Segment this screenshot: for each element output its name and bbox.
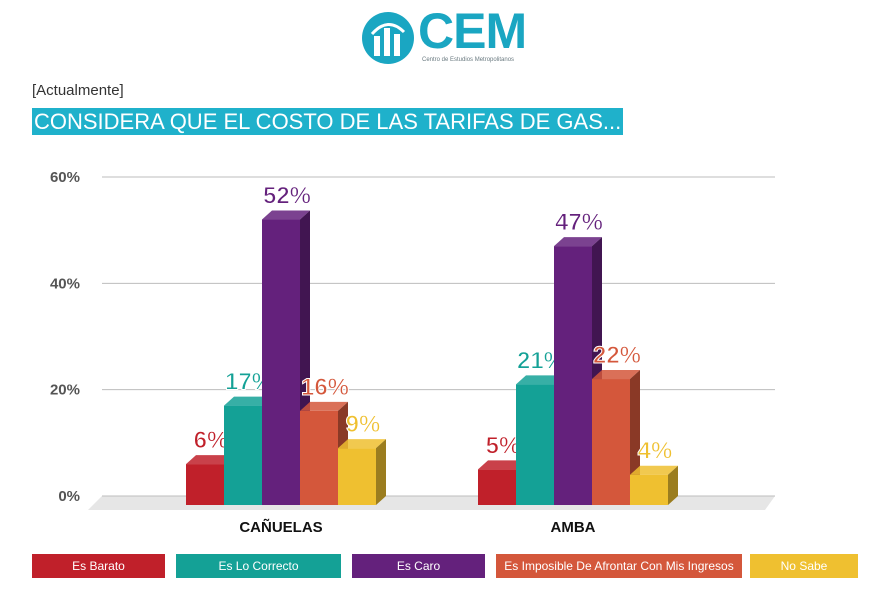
x-category-label: AMBA (551, 519, 596, 536)
data-label: 6% (194, 427, 229, 454)
data-label: 9% (346, 411, 381, 438)
period-tag: [Actualmente] (32, 82, 124, 99)
y-tick-label: 60% (50, 169, 80, 186)
data-label: 5% (486, 432, 521, 459)
y-tick-label: 0% (58, 488, 80, 505)
y-tick-label: 20% (50, 382, 80, 399)
cem-logo: CEM Centro de Estudios Metropolitanos (360, 3, 530, 68)
data-label: 4% (638, 438, 673, 465)
legend-item: Es Barato (32, 554, 165, 578)
bar-chart: 0%20%40%60%6%17%52%16%9%CAÑUELAS5%21%47%… (50, 169, 775, 536)
bar-amba-0 (478, 460, 526, 505)
x-category-label: CAÑUELAS (239, 518, 322, 536)
logo-subtext: Centro de Estudios Metropolitanos (422, 57, 515, 63)
legend-item: Es Caro (352, 554, 485, 578)
data-label: 22% (593, 342, 641, 369)
bar-cañuelas-3 (300, 401, 348, 505)
data-label: 47% (555, 209, 603, 236)
bar-amba-3 (592, 370, 640, 505)
logo-chart-icon (362, 12, 414, 64)
legend-item: Es Lo Correcto (176, 554, 341, 578)
data-label: 16% (301, 374, 349, 401)
page-title: CONSIDERA QUE EL COSTO DE LAS TARIFAS DE… (32, 108, 624, 135)
bar-cañuelas-4 (338, 439, 386, 505)
logo-text: CEM (418, 3, 527, 59)
legend-item: Es Imposible De Afrontar Con Mis Ingreso… (496, 554, 742, 578)
legend-item: No Sabe (750, 554, 858, 578)
bar-amba-4 (630, 465, 678, 505)
y-tick-label: 40% (50, 275, 80, 292)
data-label: 52% (263, 183, 311, 210)
